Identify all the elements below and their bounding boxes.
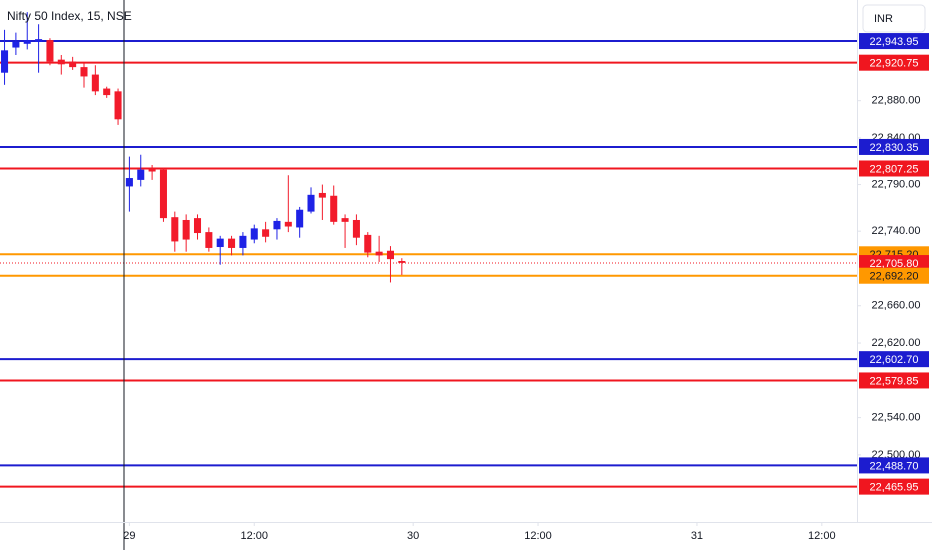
price-label-box — [859, 267, 929, 284]
candle-body — [80, 67, 88, 77]
price-label: 22,602.70 — [870, 354, 919, 366]
chart-title: Nifty 50 Index, 15, NSE — [7, 9, 132, 23]
candle-body — [318, 192, 326, 198]
candles-layer — [1, 12, 406, 283]
candle-body — [273, 220, 281, 230]
y-tick-label: 22,740.00 — [872, 225, 921, 237]
candle-body — [307, 194, 315, 212]
price-label-box — [859, 33, 929, 50]
candle-body — [216, 238, 224, 248]
candle-body — [250, 228, 258, 240]
price-label: 22,830.35 — [870, 142, 919, 154]
price-label-box — [859, 160, 929, 177]
x-tick-label: 30 — [407, 530, 419, 542]
price-label: 22,488.70 — [870, 460, 919, 472]
candle-body — [57, 59, 65, 65]
candle-body — [330, 195, 338, 222]
candle-body — [103, 88, 111, 96]
price-label: 22,705.80 — [870, 258, 919, 270]
candle-body — [69, 61, 77, 68]
price-label: 22,692.20 — [870, 271, 919, 283]
x-tick-label: 29 — [123, 530, 135, 542]
x-tick-label: 12:00 — [524, 530, 552, 542]
price-label-box — [859, 457, 929, 474]
candle-body — [398, 261, 406, 263]
price-label: 22,920.75 — [870, 58, 919, 70]
price-label: 22,465.95 — [870, 482, 919, 494]
price-label-box — [859, 372, 929, 389]
candle-body — [12, 41, 20, 48]
candle-body — [91, 74, 99, 92]
x-tick-label: 31 — [691, 530, 703, 542]
y-tick-label: 22,660.00 — [872, 300, 921, 312]
candle-body — [375, 251, 383, 256]
axis-layer: 22,880.0022,840.0022,790.0022,740.0022,6… — [123, 33, 929, 542]
candle-body — [46, 40, 54, 62]
candle-body — [193, 218, 202, 234]
candle-body — [341, 218, 349, 222]
price-label: 22,579.85 — [870, 375, 919, 387]
candle-body — [364, 234, 372, 253]
price-label-box — [859, 255, 929, 272]
candle-body — [171, 217, 179, 242]
y-tick-label: 22,790.00 — [872, 178, 921, 190]
price-label-box — [859, 478, 929, 495]
y-tick-label: 22,540.00 — [872, 412, 921, 424]
candle-body — [296, 209, 304, 228]
candle-body — [23, 40, 31, 44]
candle-body — [352, 219, 360, 238]
price-label-box — [859, 54, 929, 71]
price-label-box — [859, 351, 929, 368]
candle-body — [386, 250, 394, 260]
candle-body — [1, 50, 9, 73]
x-tick-label: 12:00 — [240, 530, 268, 542]
candle-body — [205, 232, 213, 248]
currency-button[interactable] — [862, 4, 926, 33]
price-label: 22,807.25 — [870, 163, 919, 175]
candle-body — [228, 238, 236, 248]
candle-body — [125, 178, 133, 187]
price-label-box — [859, 138, 929, 155]
candle-body — [137, 169, 145, 180]
candle-body — [182, 219, 190, 240]
y-tick-label: 22,880.00 — [872, 95, 921, 107]
candle-body — [262, 229, 270, 237]
currency-label[interactable]: INR — [874, 13, 893, 25]
y-tick-label: 22,620.00 — [872, 337, 921, 349]
candle-body — [159, 169, 167, 219]
candle-body — [148, 168, 156, 172]
price-label: 22,943.95 — [870, 36, 919, 48]
x-tick-label: 12:00 — [808, 530, 836, 542]
candle-body — [114, 91, 122, 120]
candle-body — [284, 221, 292, 227]
candle-body — [239, 235, 247, 248]
levels-layer — [0, 40, 857, 488]
candle-body — [35, 39, 43, 42]
